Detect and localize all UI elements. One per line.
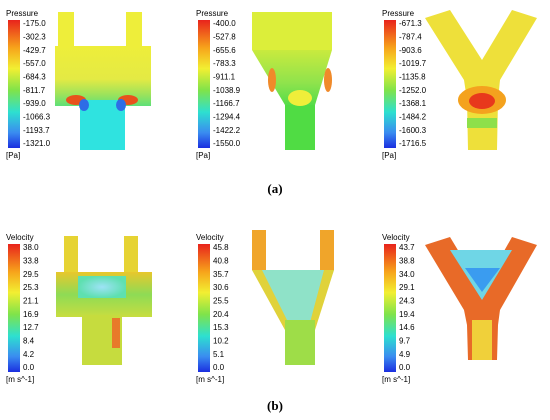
contour-a2 (252, 12, 332, 150)
colorbar-title: Pressure (382, 9, 415, 18)
colorbar-title: Velocity (196, 233, 224, 242)
colorbar-tick-label: 0.0 (213, 363, 225, 372)
colorbar-tick-label: 30.6 (213, 283, 229, 292)
colorbar-tick-label: -911.1 (213, 72, 236, 81)
colorbar (8, 244, 20, 372)
contour-a3 (425, 10, 537, 150)
colorbar-tick-label: 25.3 (23, 283, 39, 292)
colorbar-tick-label: 34.0 (399, 270, 415, 279)
colorbar-unit: [Pa] (196, 151, 210, 160)
colorbar-title: Velocity (6, 233, 34, 242)
colorbar-tick-label: 45.8 (213, 243, 229, 252)
colorbar-tick-label: -1193.7 (23, 126, 50, 135)
colorbar-tick-label: -400.0 (213, 19, 236, 28)
colorbar-tick-label: 12.7 (23, 323, 39, 332)
colorbar-tick-label: 40.8 (213, 256, 229, 265)
colorbar-unit: [m s^-1] (196, 375, 224, 384)
colorbar-tick-label: 29.5 (23, 270, 39, 279)
colorbar-title: Pressure (6, 9, 39, 18)
colorbar-tick-label: -783.3 (213, 59, 236, 68)
colorbar-tick-label: 43.7 (399, 243, 415, 252)
contour-a1 (55, 12, 151, 150)
colorbar-tick-label: -302.3 (23, 32, 46, 41)
colorbar-unit: [Pa] (382, 151, 396, 160)
colorbar-tick-label: 5.1 (213, 350, 225, 359)
colorbar-tick-label: -1294.4 (213, 112, 241, 121)
colorbar-tick-label: 19.4 (399, 310, 415, 319)
colorbar-unit: [m s^-1] (6, 375, 34, 384)
colorbar-tick-label: -175.0 (23, 19, 46, 28)
colorbar-tick-label: -1368.1 (399, 99, 427, 108)
colorbar-tick-label: 15.3 (213, 323, 229, 332)
colorbar-tick-label: -655.6 (213, 46, 236, 55)
colorbar-tick-label: -557.0 (23, 59, 46, 68)
colorbar-tick-label: -1550.0 (213, 139, 241, 148)
colorbar-tick-label: -1422.2 (213, 126, 241, 135)
colorbar-tick-label: 4.9 (399, 350, 411, 359)
colorbar-title: Velocity (382, 233, 410, 242)
colorbar-unit: [Pa] (6, 151, 20, 160)
colorbar-tick-label: -684.3 (23, 72, 46, 81)
vector-b2 (252, 230, 334, 365)
colorbar (384, 244, 396, 372)
colorbar-tick-label: -429.7 (23, 46, 46, 55)
colorbar-tick-label: -811.7 (23, 86, 46, 95)
vector-b3 (425, 237, 537, 360)
colorbar-tick-label: -671.3 (399, 19, 422, 28)
colorbar-tick-label: -939.0 (23, 99, 46, 108)
colorbar (8, 20, 20, 148)
colorbar-tick-label: 29.1 (399, 283, 415, 292)
colorbar-tick-label: 4.2 (23, 350, 35, 359)
colorbar-tick-label: -527.8 (213, 32, 236, 41)
colorbar (198, 244, 210, 372)
colorbar-tick-label: 25.5 (213, 296, 229, 305)
colorbar-tick-label: 14.6 (399, 323, 415, 332)
colorbar-tick-label: -1484.2 (399, 112, 427, 121)
colorbar-tick-label: -1135.8 (399, 72, 426, 81)
colorbar-tick-label: -1321.0 (23, 139, 51, 148)
colorbar-tick-label: 10.2 (213, 336, 229, 345)
caption: (a) (267, 181, 282, 196)
colorbar-tick-label: -1252.0 (399, 86, 427, 95)
colorbar-tick-label: -1038.9 (213, 86, 241, 95)
colorbar (384, 20, 396, 148)
colorbar-tick-label: 24.3 (399, 296, 415, 305)
caption: (b) (267, 398, 283, 413)
colorbar-title: Pressure (196, 9, 229, 18)
colorbar-tick-label: 38.0 (23, 243, 39, 252)
colorbar-tick-label: 35.7 (213, 270, 229, 279)
vector-b1 (56, 236, 152, 365)
colorbar-tick-label: -903.6 (399, 46, 422, 55)
colorbar (198, 20, 210, 148)
colorbar-tick-label: 8.4 (23, 336, 35, 345)
colorbar-unit: [m s^-1] (382, 375, 410, 384)
colorbar-tick-label: 20.4 (213, 310, 229, 319)
colorbar-tick-label: -1600.3 (399, 126, 427, 135)
colorbar-tick-label: 33.8 (23, 256, 39, 265)
colorbar-tick-label: -1166.7 (213, 99, 240, 108)
colorbar-tick-label: -1066.3 (23, 112, 51, 121)
colorbar-tick-label: 21.1 (23, 296, 39, 305)
colorbar-tick-label: -787.4 (399, 32, 422, 41)
colorbar-tick-label: 9.7 (399, 336, 411, 345)
colorbar-tick-label: 16.9 (23, 310, 39, 319)
colorbar-tick-label: 0.0 (23, 363, 35, 372)
colorbar-tick-label: -1716.5 (399, 139, 427, 148)
colorbar-tick-label: -1019.7 (399, 59, 427, 68)
colorbar-tick-label: 38.8 (399, 256, 415, 265)
colorbar-tick-label: 0.0 (399, 363, 411, 372)
